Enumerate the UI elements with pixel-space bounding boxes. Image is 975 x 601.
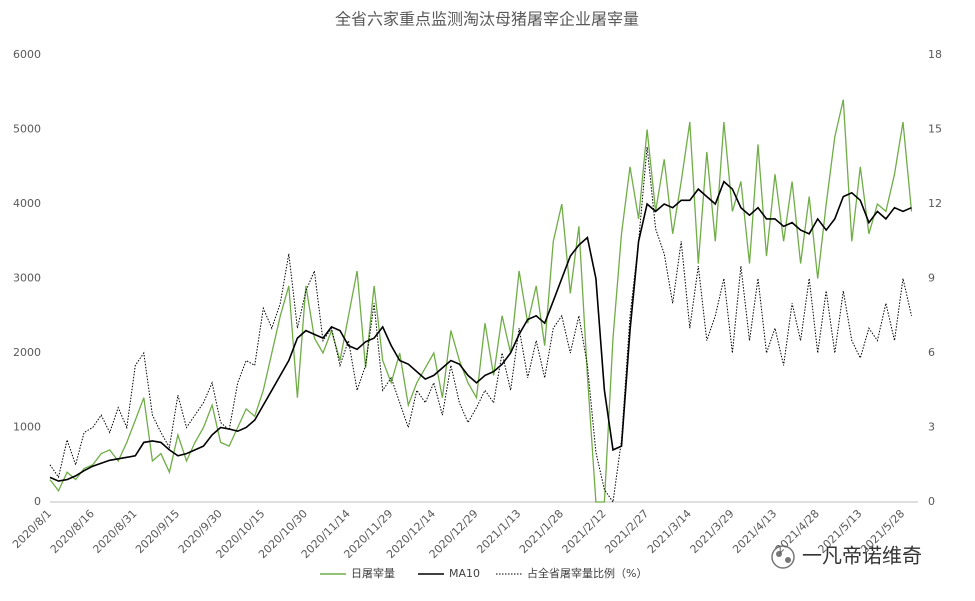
series-line — [49, 180, 912, 482]
y2-tick-label: 9 — [928, 272, 935, 285]
series-line — [49, 146, 912, 504]
y-tick-label: 1000 — [13, 421, 41, 434]
y-tick-label: 5000 — [13, 123, 41, 136]
y-tick-label: 3000 — [13, 272, 41, 285]
y-tick-label: 0 — [34, 495, 41, 508]
y2-tick-label: 18 — [928, 48, 942, 61]
watermark: 一凡帝诺维奇 — [771, 544, 922, 569]
y2-tick-label: 12 — [928, 197, 942, 210]
y2-tick-label: 15 — [928, 123, 942, 136]
series-line — [49, 99, 913, 503]
legend-label: 日屠宰量 — [351, 566, 395, 580]
y2-tick-label: 6 — [928, 346, 935, 359]
watermark-icon — [785, 557, 791, 563]
y-tick-label: 6000 — [13, 48, 41, 61]
legend-label: MA10 — [449, 567, 480, 580]
y-tick-label: 4000 — [13, 197, 41, 210]
y2-tick-label: 0 — [928, 495, 935, 508]
chart-title: 全省六家重点监测淘汰母猪屠宰企业屠宰量 — [335, 10, 639, 29]
y-tick-label: 2000 — [13, 346, 41, 359]
watermark-text: 一凡帝诺维奇 — [802, 544, 922, 568]
y2-tick-label: 3 — [928, 421, 935, 434]
watermark-icon — [771, 545, 795, 569]
watermark-icon — [776, 551, 782, 557]
legend-label: 占全省屠宰量比例（%） — [527, 566, 647, 580]
